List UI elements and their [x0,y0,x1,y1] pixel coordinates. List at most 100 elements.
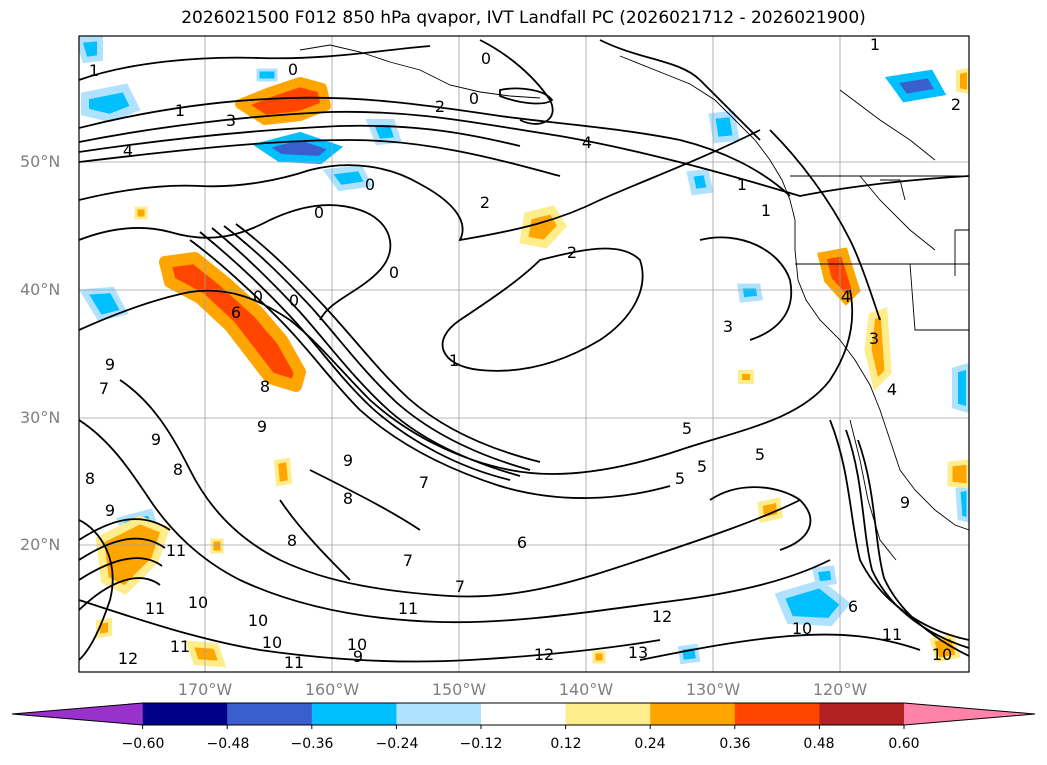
contour-label: 1 [761,201,771,220]
contour-label: 9 [105,501,115,520]
contour-label: 13 [628,643,648,662]
contour-label: 9 [105,355,115,374]
contour-label: 10 [347,635,367,654]
contour-label: 9 [257,417,267,436]
contour-label: 1 [89,61,99,80]
contour-label: 9 [343,451,353,470]
contour-label: 3 [869,329,879,348]
contour-label: 8 [173,460,183,479]
contour-label: 7 [419,473,429,492]
contour-label: 0 [289,291,299,310]
lat-label-50n: 50°N [20,152,61,171]
contour-label: 10 [262,633,282,652]
colorbar-bin [142,703,228,725]
contour-label: 10 [188,593,208,612]
colorbar-tick: −0.60 [121,736,165,752]
colorbar-tick: −0.48 [206,736,250,752]
contour-label: 12 [534,645,554,664]
contour-label: 0 [469,89,479,108]
contour-label: 0 [314,203,324,222]
lon-label-130w: 130°W [685,680,741,699]
contour-label: 7 [403,551,413,570]
contour-label: 1 [870,35,880,54]
contour-label: 2 [567,243,577,262]
contour-label: 0 [253,287,263,306]
contour-label: 9 [900,493,910,512]
colorbar-tick: 0.12 [550,736,582,752]
colorbar-extend-max [904,703,1035,725]
contour-label: 11 [170,637,190,656]
contour-label: 7 [455,577,465,596]
contour-label: 8 [260,377,270,396]
contour-label: 3 [723,317,733,336]
contour-label: 12 [118,649,138,668]
colorbar-tick: 0.60 [888,736,920,752]
lat-label-40n: 40°N [20,280,61,299]
lon-label-120w: 120°W [812,680,868,699]
contour-label: 11 [284,653,304,672]
colorbar-bin [819,703,905,725]
lat-label-30n: 30°N [20,408,61,427]
colorbar-tick: −0.36 [290,736,334,752]
contour-label: 0 [288,60,298,79]
contour-label: 2 [951,95,961,114]
contour-label: 6 [231,303,241,322]
contour-label: 12 [652,607,672,626]
contour-label: 11 [398,599,418,618]
contour-label: 6 [517,533,527,552]
contour-label: 0 [481,49,491,68]
lat-label-20n: 20°N [20,535,61,554]
map-title: 2026021500 F012 850 hPa qvapor, IVT Land… [181,8,866,28]
contour-label: 6 [848,597,858,616]
contour-label: 4 [841,287,851,306]
map-frame [78,35,970,673]
colorbar [11,702,1036,729]
contour-label: 8 [287,531,297,550]
colorbar-bin [396,703,482,725]
contour-label: 8 [343,489,353,508]
contour-label: 11 [145,599,165,618]
contour-label: 0 [389,263,399,282]
map-area [79,36,969,672]
contour-label: 11 [166,541,186,560]
contour-label: 9 [151,430,161,449]
colorbar-extend-min [12,703,143,725]
lon-label-170w: 170°W [177,680,233,699]
lon-label-140w: 140°W [558,680,614,699]
colorbar-bin [650,703,736,725]
contour-label: 0 [365,175,375,194]
contour-label: 1 [175,101,185,120]
colorbar-tick: 0.36 [719,736,751,752]
contour-label: 2 [435,97,445,116]
colorbar-bin [565,703,651,725]
contour-label: 4 [887,380,897,399]
contours [79,39,969,663]
colorbar-tick: −0.24 [375,736,419,752]
contour-label: 10 [248,611,268,630]
contour-label: 3 [226,111,236,130]
contour-label: 7 [99,379,109,398]
contour-label: 5 [697,457,707,476]
contour-label: 4 [123,141,133,160]
contour-label: 1 [449,351,459,370]
graticule [79,36,969,672]
contour-label: 10 [932,645,952,664]
contour-label: 1 [737,175,747,194]
colorbar-tick: 0.24 [634,736,666,752]
colorbar-bin [481,703,567,725]
colorbar-bin [734,703,820,725]
contour-label: 8 [85,469,95,488]
colorbar-tick: 0.48 [803,736,835,752]
colorbar-bin [227,703,313,725]
colorbar-bin [311,703,397,725]
contour-label: 11 [882,625,902,644]
contour-label: 9 [353,647,363,666]
lon-label-150w: 150°W [431,680,487,699]
contour-label: 5 [675,469,685,488]
colorbar-tick: −0.12 [459,736,503,752]
contour-label: 4 [582,133,592,152]
contour-label: 5 [682,419,692,438]
